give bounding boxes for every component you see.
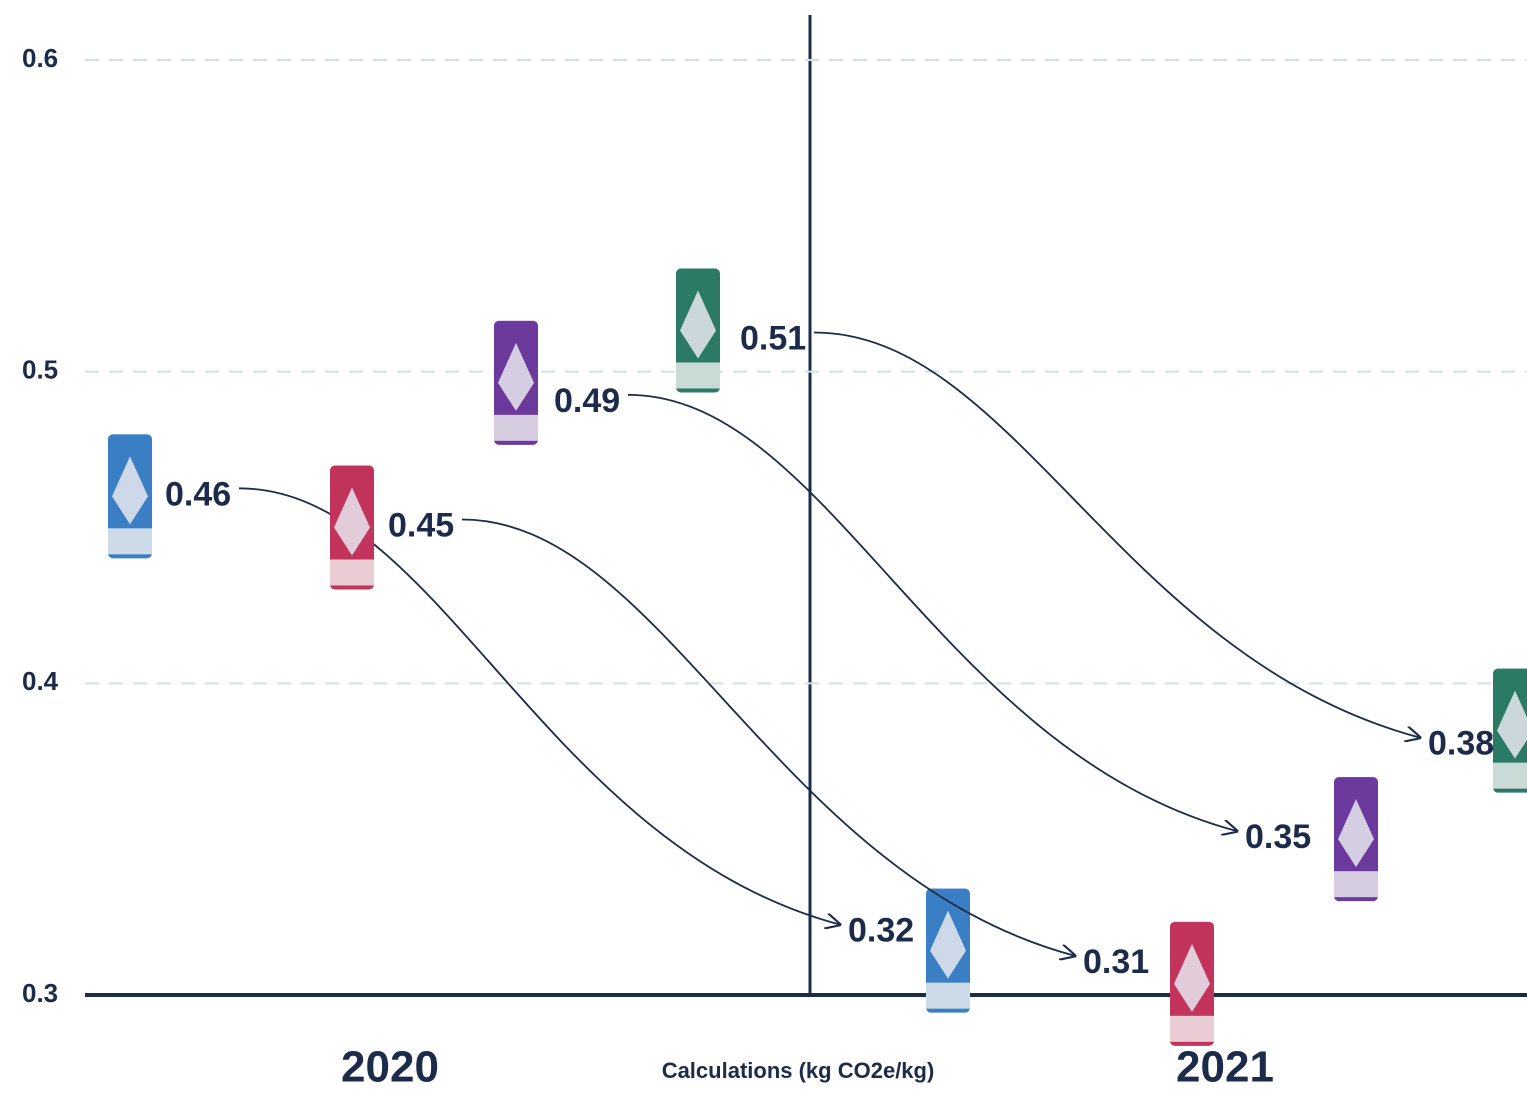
can-logo — [1174, 943, 1210, 1012]
can-band — [330, 559, 374, 586]
can — [1493, 668, 1527, 793]
value-label: 0.49 — [554, 382, 620, 420]
can-band — [1493, 762, 1527, 789]
can-logo — [334, 487, 370, 556]
y-tick-label: 0.3 — [22, 978, 58, 1008]
can — [1334, 777, 1378, 902]
can — [676, 268, 720, 393]
can-top — [108, 434, 152, 465]
category-label: 2020 — [341, 1043, 439, 1092]
can-top — [494, 320, 538, 351]
can-logo — [680, 290, 716, 359]
can-band — [926, 982, 970, 1009]
can-logo — [498, 342, 534, 411]
can-top — [330, 465, 374, 496]
category-label: 2021 — [1176, 1043, 1274, 1092]
can — [108, 434, 152, 559]
arrow — [627, 393, 1237, 831]
can-top — [1493, 668, 1527, 699]
can-top — [676, 268, 720, 299]
value-label: 0.46 — [165, 475, 231, 513]
can-band — [108, 528, 152, 555]
value-label: 0.32 — [848, 912, 914, 950]
can-top — [926, 888, 970, 919]
can — [494, 320, 538, 445]
arrow — [238, 487, 840, 924]
x-axis-label: Calculations (kg CO2e/kg) — [662, 1058, 935, 1083]
value-label: 0.35 — [1245, 818, 1311, 856]
value-label: 0.45 — [388, 506, 454, 544]
can-top — [1170, 921, 1214, 952]
can-logo — [112, 456, 148, 525]
can — [1170, 921, 1214, 1046]
y-tick-label: 0.5 — [22, 355, 58, 385]
value-label: 0.31 — [1083, 943, 1149, 981]
can-band — [1170, 1015, 1214, 1042]
can — [926, 888, 970, 1013]
can-top — [1334, 777, 1378, 808]
y-tick-label: 0.4 — [22, 666, 59, 696]
can-band — [1334, 871, 1378, 898]
can — [330, 465, 374, 590]
arrow — [813, 331, 1420, 738]
value-label: 0.38 — [1428, 725, 1494, 763]
can-band — [494, 414, 538, 441]
can-logo — [930, 910, 966, 979]
y-tick-label: 0.6 — [22, 43, 58, 73]
can-band — [676, 362, 720, 389]
arrow — [461, 518, 1075, 956]
can-logo — [1497, 690, 1527, 759]
value-label: 0.51 — [740, 319, 806, 357]
can-logo — [1338, 799, 1374, 868]
